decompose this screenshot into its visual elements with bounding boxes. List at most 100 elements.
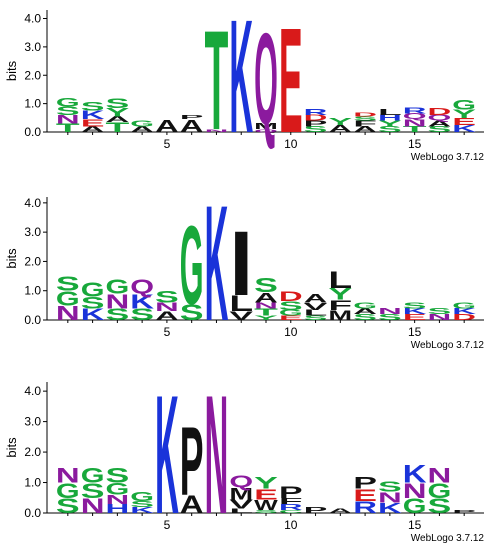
y-tick-label: 3.0 bbox=[24, 40, 41, 54]
logo-letter: S bbox=[81, 294, 105, 312]
weblogo-credit: WebLogo 3.7.12 bbox=[411, 533, 485, 544]
y-tick-label: 1.0 bbox=[24, 284, 41, 298]
logo-letter: S bbox=[254, 509, 278, 514]
logo-letter: D bbox=[428, 106, 452, 117]
logo-letter: G bbox=[56, 96, 80, 109]
logo-letter: K bbox=[130, 506, 155, 516]
logo-letter: A bbox=[353, 125, 377, 134]
y-tick-label: 2.0 bbox=[24, 254, 41, 268]
logo-letter: E bbox=[403, 313, 427, 322]
logo-letter: M bbox=[229, 484, 253, 503]
logo-letter: G bbox=[428, 478, 452, 502]
logo-letter: E bbox=[353, 486, 377, 505]
logo-letter: N bbox=[56, 113, 80, 126]
logo-letter: R bbox=[304, 108, 328, 117]
logo-letter: E bbox=[279, 315, 303, 322]
logo-letter: A bbox=[105, 115, 129, 124]
logo-letter: N bbox=[403, 479, 427, 503]
logo-letter: F bbox=[353, 119, 377, 128]
logo-letter: Y bbox=[254, 315, 278, 322]
y-tick-label: 1.0 bbox=[24, 97, 41, 111]
logo-letter: Y bbox=[105, 106, 129, 119]
logo-letter: E bbox=[254, 486, 278, 503]
x-tick-label: 5 bbox=[164, 518, 171, 532]
logo-letter: A bbox=[254, 290, 278, 306]
logo-letter: A bbox=[304, 292, 328, 305]
logo-letter: S bbox=[403, 301, 427, 310]
logo-letter: G bbox=[105, 480, 129, 498]
logo-letter: W bbox=[254, 497, 278, 514]
logo-letter: S bbox=[56, 104, 80, 117]
x-tick-label: 15 bbox=[408, 325, 422, 339]
logo-letter: G bbox=[81, 278, 105, 302]
logo-letter: P bbox=[304, 120, 328, 129]
logo-letter: G bbox=[130, 489, 154, 503]
logo-letter: K bbox=[403, 307, 428, 316]
x-tick-label: 10 bbox=[284, 137, 298, 151]
y-axis-label: bits bbox=[4, 60, 19, 81]
logo-letter: S bbox=[428, 125, 452, 134]
logo-letter: M bbox=[254, 122, 278, 131]
logo-letter: S bbox=[378, 125, 402, 134]
logo-letter: S bbox=[378, 313, 402, 322]
logo-letter: K bbox=[378, 500, 403, 516]
logo-letter: S bbox=[56, 494, 80, 518]
logo-letter: M bbox=[328, 307, 352, 323]
logo-letter: T bbox=[205, 2, 229, 160]
logo-letter: E bbox=[452, 116, 476, 127]
y-tick-label: 0.0 bbox=[24, 125, 41, 139]
x-tick-label: 5 bbox=[164, 325, 171, 339]
logo-letter: S bbox=[105, 96, 129, 111]
logo-letter: Q bbox=[403, 112, 427, 121]
y-tick-label: 3.0 bbox=[24, 415, 41, 429]
logo-letter: N bbox=[105, 290, 129, 313]
logo-letter: Y bbox=[378, 120, 402, 129]
logo-letter: K bbox=[155, 360, 179, 549]
logo-letter: Y bbox=[254, 473, 278, 492]
y-axis-label: bits bbox=[4, 248, 19, 269]
logo-letter: K bbox=[403, 460, 427, 488]
logo-letter: Q bbox=[130, 275, 154, 299]
logo-letter: S bbox=[155, 288, 179, 306]
logo-letter: Q bbox=[254, 6, 278, 152]
logo-letter: A bbox=[428, 119, 452, 128]
logo-letter: G bbox=[56, 478, 80, 502]
weblogo-credit: WebLogo 3.7.12 bbox=[411, 340, 485, 351]
x-tick-label: 10 bbox=[284, 325, 298, 339]
logo-letter: N bbox=[205, 360, 229, 549]
logo-letter: K bbox=[229, 0, 253, 167]
logo-letter: Q bbox=[254, 128, 278, 133]
logo-letter: S bbox=[304, 315, 328, 322]
logo-letter: F bbox=[328, 297, 352, 313]
logo-letter: S bbox=[254, 275, 278, 297]
logo-letter: S bbox=[105, 464, 129, 488]
logo-letter: N bbox=[378, 307, 402, 316]
logo-letter: S bbox=[130, 305, 154, 323]
logo-letter: P bbox=[279, 483, 303, 502]
logo-letter: N bbox=[428, 313, 452, 322]
logo-letter: P bbox=[304, 506, 328, 515]
logo-letter: P bbox=[452, 509, 476, 514]
logo-letter: D bbox=[304, 114, 328, 123]
logo-letter: A bbox=[328, 508, 352, 515]
logo-letter: S bbox=[56, 273, 80, 295]
logo-letter: Y bbox=[328, 116, 353, 127]
logo-letter: S bbox=[279, 299, 303, 313]
logo-letter: Q bbox=[229, 473, 253, 491]
logo-letter: L bbox=[378, 108, 402, 117]
logo-letter: S bbox=[180, 300, 204, 325]
logo-letter: V bbox=[304, 300, 328, 312]
logo-letter: P bbox=[180, 407, 204, 516]
logo-letter: T bbox=[105, 120, 129, 135]
logo-letter: Y bbox=[452, 107, 476, 120]
logo-letter: K bbox=[452, 307, 477, 316]
logo-letter: S bbox=[81, 100, 105, 113]
logo-letter: N bbox=[81, 494, 105, 518]
logo-letter: N bbox=[155, 301, 179, 314]
weblogo-credit: WebLogo 3.7.12 bbox=[411, 152, 485, 163]
x-tick-label: 15 bbox=[408, 518, 422, 532]
logo-letter: H bbox=[378, 114, 402, 123]
logo-letter: N bbox=[378, 490, 402, 506]
